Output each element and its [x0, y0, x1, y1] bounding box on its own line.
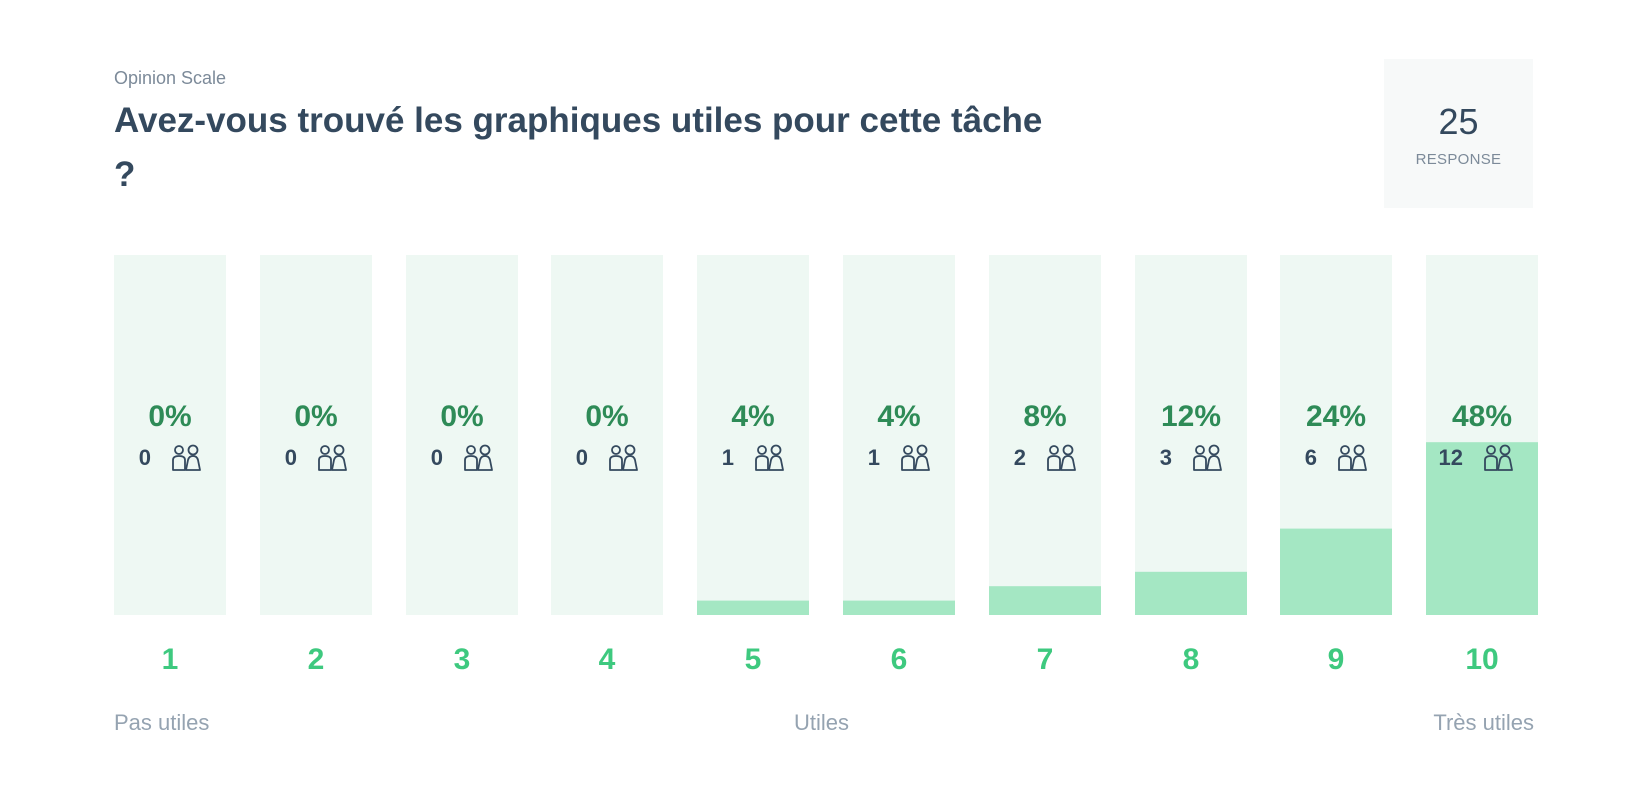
bar	[989, 586, 1101, 615]
bar	[1135, 571, 1247, 615]
scale-value: 1	[162, 643, 179, 676]
percent-label: 0%	[294, 400, 337, 433]
scale-value: 5	[745, 643, 762, 676]
respondent-count: 0	[431, 445, 443, 470]
scale-high-label: Très utiles	[1433, 710, 1534, 735]
bar-track	[1135, 255, 1247, 615]
percent-label: 0%	[148, 400, 191, 433]
scale-mid-label: Utiles	[794, 710, 850, 735]
bar-track	[114, 255, 226, 615]
bar-track	[843, 255, 955, 615]
respondent-count: 6	[1305, 445, 1317, 470]
question-type-label: Opinion Scale	[114, 68, 227, 88]
bar-track	[260, 255, 372, 615]
question-title: Avez-vous trouvé les graphiques utiles p…	[114, 101, 1043, 194]
percent-label: 0%	[440, 400, 483, 433]
bar-track	[989, 255, 1101, 615]
respondent-count: 0	[139, 445, 151, 470]
bar-track	[1280, 255, 1392, 615]
people-icon	[1484, 444, 1513, 471]
people-icon	[1047, 444, 1076, 471]
percent-label: 4%	[731, 400, 774, 433]
scale-value: 4	[599, 643, 616, 676]
respondent-count: 1	[868, 445, 880, 470]
percent-label: 12%	[1161, 400, 1221, 433]
bar-track	[1426, 255, 1538, 615]
response-count: 25	[1438, 101, 1479, 142]
people-icon	[1338, 444, 1367, 471]
people-icon	[901, 444, 930, 471]
bar-track	[697, 255, 809, 615]
percent-label: 8%	[1023, 400, 1066, 433]
response-count-box: 25 RESPONSE	[1384, 59, 1533, 208]
respondent-count: 0	[285, 445, 297, 470]
scale-value: 3	[454, 643, 471, 676]
bar	[843, 600, 955, 615]
respondent-count: 1	[722, 445, 734, 470]
people-icon	[1193, 444, 1222, 471]
respondent-count: 2	[1014, 445, 1026, 470]
scale-value: 8	[1183, 643, 1200, 676]
bar-track	[406, 255, 518, 615]
bar	[1280, 528, 1392, 615]
scale-low-label: Pas utiles	[114, 710, 210, 735]
respondent-count: 12	[1439, 445, 1463, 470]
scale-value: 7	[1037, 643, 1054, 676]
scale-value: 2	[308, 643, 325, 676]
percent-label: 0%	[585, 400, 628, 433]
scale-value: 6	[891, 643, 908, 676]
bar	[697, 600, 809, 615]
percent-label: 24%	[1306, 400, 1366, 433]
bar-track	[551, 255, 663, 615]
respondent-count: 3	[1160, 445, 1172, 470]
people-icon	[318, 444, 347, 471]
people-icon	[464, 444, 493, 471]
respondent-count: 0	[576, 445, 588, 470]
percent-label: 48%	[1452, 400, 1512, 433]
scale-value: 9	[1328, 643, 1345, 676]
people-icon	[172, 444, 201, 471]
percent-label: 4%	[877, 400, 920, 433]
scale-value: 10	[1465, 643, 1498, 676]
response-label: RESPONSE	[1415, 151, 1502, 168]
bar	[1426, 442, 1538, 615]
people-icon	[609, 444, 638, 471]
people-icon	[755, 444, 784, 471]
